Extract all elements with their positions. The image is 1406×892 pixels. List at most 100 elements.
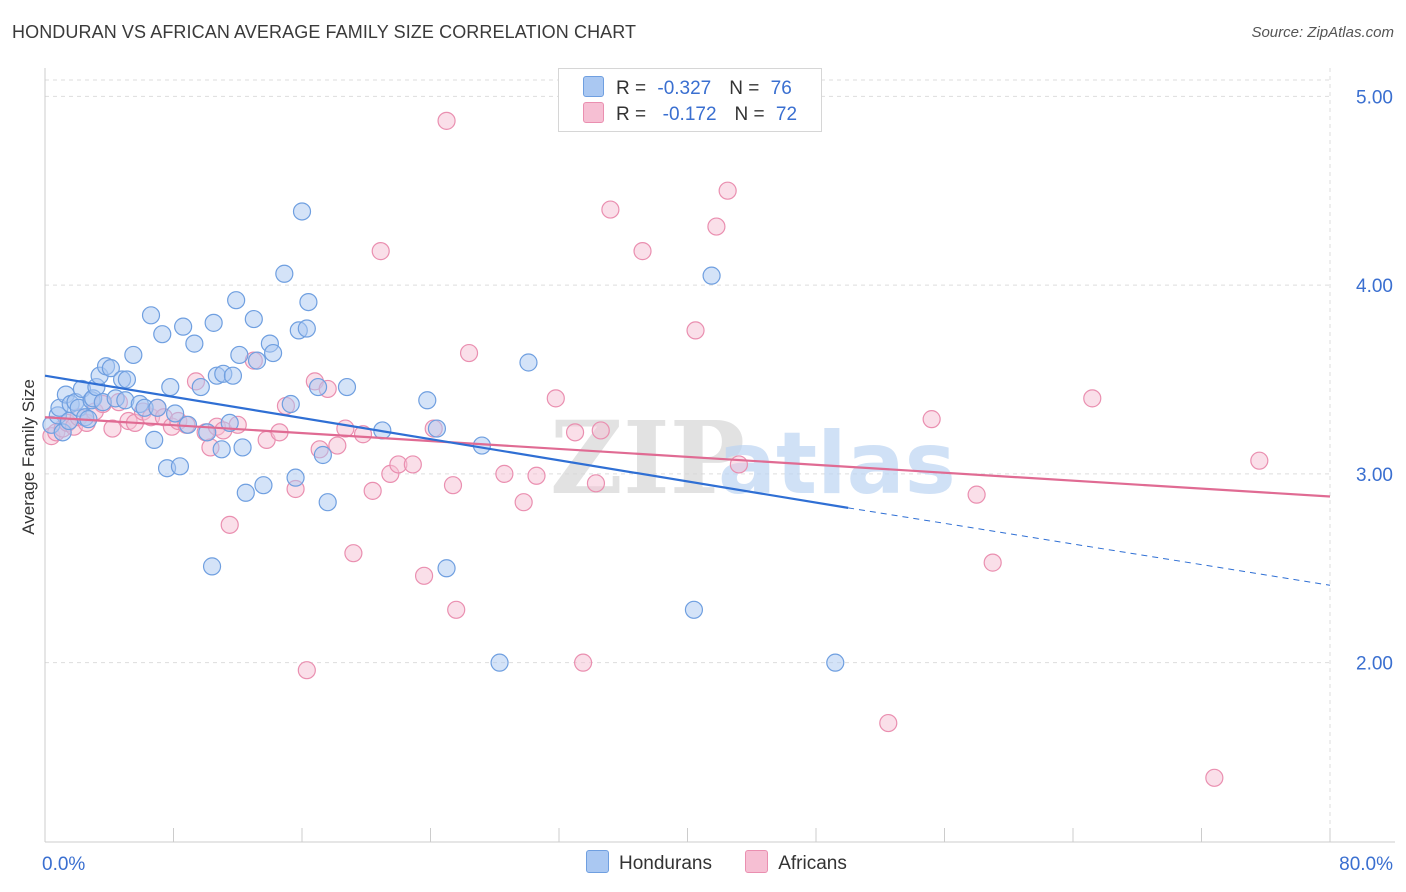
africans-point (414, 566, 434, 585)
hondurans-point (418, 391, 437, 410)
africans-point (297, 661, 316, 680)
hondurans-point (519, 353, 538, 372)
correlation-legend: R = -0.327 N = 76 R = -0.172 N = 72 (558, 68, 822, 132)
trend-lines (44, 374, 1331, 586)
hondurans-point (227, 291, 246, 310)
hondurans-point (236, 483, 255, 502)
r-label: R = (616, 78, 652, 99)
hondurans-point (204, 313, 223, 332)
legend-row-africans: R = -0.172 N = 72 (583, 102, 797, 128)
hondurans-point (220, 413, 239, 433)
africans-point (103, 419, 122, 438)
watermark-atlas: atlas (718, 414, 956, 514)
hondurans-point (244, 309, 263, 329)
africans-point (459, 343, 479, 363)
axes (44, 68, 1395, 843)
chart-title: HONDURAN VS AFRICAN AVERAGE FAMILY SIZE … (12, 22, 637, 42)
hondurans-point (145, 430, 164, 449)
zipatlas-watermark: ZIP atlas (550, 399, 956, 517)
hondurans-point (263, 343, 283, 363)
legend-label-hondurans: Hondurans (619, 853, 712, 874)
africans-point (686, 321, 705, 340)
africans-point (573, 653, 593, 672)
hondurans-point (490, 653, 509, 672)
legend-label-africans: Africans (778, 853, 847, 874)
africans-swatch (583, 102, 604, 123)
source-label: Source: ZipAtlas.com (1251, 24, 1394, 41)
hondurans-point (185, 334, 204, 353)
y-tick-label: 5.00 (1356, 87, 1393, 108)
n-value-africans: 72 (775, 104, 798, 125)
legend-row-hondurans: R = -0.327 N = 76 (583, 76, 792, 102)
y-tick-label: 3.00 (1356, 465, 1393, 486)
hondurans-point (281, 394, 300, 414)
hondurans-point (153, 325, 172, 344)
hondurans-point (161, 377, 180, 397)
africans-point (591, 421, 610, 440)
africans-point (353, 425, 373, 444)
africans-point (707, 217, 726, 236)
hondurans-point (247, 351, 267, 370)
africans-point (1250, 451, 1269, 470)
hondurans-point (297, 319, 316, 338)
hondurans-point (233, 438, 252, 457)
hondurans-point (254, 476, 273, 495)
africans-point (447, 600, 466, 619)
africans-point (363, 481, 382, 500)
hondurans-point (141, 306, 161, 325)
r-label: R = (616, 104, 652, 125)
hondurans-point (286, 468, 305, 487)
africans-point (601, 200, 620, 219)
hondurans-legend-swatch (586, 850, 609, 873)
hondurans-point (318, 493, 337, 512)
hondurans-point (117, 370, 137, 389)
y-axis-label: Average Family Size (19, 379, 38, 535)
n-label: N = (729, 78, 765, 99)
x-tick-label-min: 0.0% (42, 854, 85, 875)
africans-legend-swatch (745, 850, 769, 873)
hondurans-point (313, 445, 332, 465)
africans-point (220, 515, 239, 534)
x-tick-label-max: 80.0% (1339, 854, 1393, 875)
hondurans-point (148, 398, 167, 417)
hondurans-point (308, 377, 328, 397)
africans-point (922, 410, 941, 429)
africans-point (437, 111, 456, 130)
hondurans-point (124, 345, 143, 365)
hondurans-point (427, 419, 447, 438)
hondurans-trend-line (44, 374, 849, 509)
series-legend: Hondurans Africans (586, 850, 875, 875)
y-tick-label: 4.00 (1356, 276, 1393, 297)
africans-point (495, 464, 514, 483)
africans-point (1083, 389, 1102, 408)
africans-point (328, 436, 347, 455)
hondurans-point (174, 317, 193, 336)
hondurans-point (230, 345, 249, 365)
hondurans-point (170, 457, 190, 476)
legend-item-africans: Africans (745, 850, 847, 875)
hondurans-point (101, 359, 120, 378)
hondurans-point (202, 557, 222, 576)
hondurans-point (292, 202, 312, 221)
africans-point (514, 493, 533, 512)
hondurans-point (212, 440, 231, 459)
africans-point (983, 553, 1002, 572)
africans-point (344, 544, 363, 563)
africans-point (879, 713, 898, 733)
africans-point (729, 455, 749, 474)
y-tick-label: 2.00 (1356, 654, 1393, 675)
hondurans-trend-extension (848, 507, 1331, 586)
hondurans-point (702, 266, 721, 285)
tick-labels: 2.00 3.00 4.00 5.00 0.0% 80.0% (42, 87, 1393, 875)
r-value-africans: -0.172 (657, 104, 717, 125)
hondurans-point (684, 600, 704, 619)
r-value-hondurans: -0.327 (657, 78, 712, 99)
hondurans-point (437, 559, 456, 578)
africans-point (967, 485, 986, 504)
africans-point (527, 466, 546, 485)
n-label: N = (734, 104, 770, 125)
africans-point (443, 476, 463, 495)
hondurans-point (337, 377, 357, 397)
africans-point (718, 181, 737, 200)
